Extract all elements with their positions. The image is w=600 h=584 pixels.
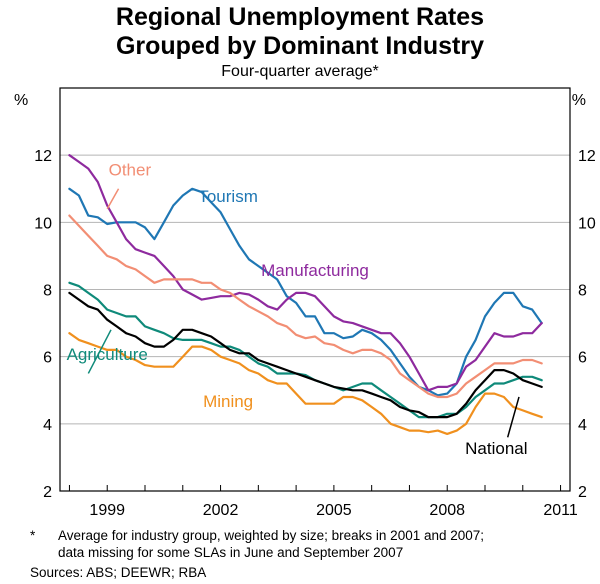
- y-tick-label-right: 4: [578, 417, 587, 434]
- y-unit-left: %: [14, 92, 28, 109]
- x-tick-label: 2002: [203, 502, 239, 519]
- series-line-manufacturing: [68, 154, 543, 392]
- y-tick-label-left: 10: [34, 215, 52, 232]
- chart-title-line-2: Grouped by Dominant Industry: [115, 32, 485, 60]
- x-tick-label: 2008: [429, 502, 465, 519]
- y-tick-label-right: 12: [578, 148, 596, 165]
- y-tick-label-right: 6: [578, 350, 587, 367]
- y-tick-label-right: 8: [578, 283, 587, 300]
- series-label-manufacturing: Manufacturing: [261, 261, 369, 280]
- y-tick-label-left: 8: [43, 283, 52, 300]
- series-line-tourism: [68, 187, 543, 397]
- footnote-text: Average for industry group, weighted by …: [58, 527, 578, 561]
- y-tick-label-left: 6: [43, 350, 52, 367]
- chart-subtitle: Four-quarter average*: [221, 63, 379, 80]
- series-line-national: [68, 291, 543, 419]
- other-leader-line: [106, 188, 120, 210]
- sources-note: Sources: ABS; DEEWR; RBA: [30, 565, 207, 580]
- chart-title-line-1: Regional Unemployment Rates: [115, 3, 485, 31]
- footnote-line-1: Average for industry group, weighted by …: [58, 528, 485, 543]
- axis-ticks: [68, 485, 562, 491]
- series-line-agriculture: [68, 281, 543, 419]
- plot-frame: [59, 87, 571, 492]
- footnote-marker: *: [30, 528, 36, 543]
- series-line-mining: [68, 332, 543, 435]
- series-labels: Tourism Manufacturing Other Agriculture Mini…: [67, 160, 528, 458]
- y-tick-label-left: 2: [43, 484, 52, 501]
- x-tick-label: 2011: [543, 502, 578, 519]
- series-label-agriculture: Agriculture: [67, 345, 148, 364]
- y-tick-label-right: 10: [578, 215, 596, 232]
- series-label-national: National: [465, 439, 527, 458]
- x-tick-label: 1999: [89, 502, 125, 519]
- agriculture-leader-line: [87, 329, 112, 374]
- y-tick-label-right: 2: [578, 484, 587, 501]
- y-unit-right: %: [572, 92, 586, 109]
- footnote-line-2: data missing for some SLAs in June and S…: [58, 545, 404, 560]
- series-label-mining: Mining: [203, 392, 253, 411]
- series-line-other: [68, 214, 543, 399]
- gridlines: [60, 154, 570, 425]
- series-label-tourism: Tourism: [198, 187, 258, 206]
- series-lines: [68, 154, 543, 435]
- national-leader-line: [506, 396, 520, 438]
- axis-labels: 2 2 4 4 6 6 8 8 10 10 12 12% % 1999 2002 2005 2008 2011: [14, 92, 596, 519]
- series-label-other: Other: [109, 160, 152, 179]
- x-tick-label: 2005: [316, 502, 352, 519]
- y-tick-label-left: 4: [43, 417, 52, 434]
- y-tick-label-left: 12: [34, 148, 52, 165]
